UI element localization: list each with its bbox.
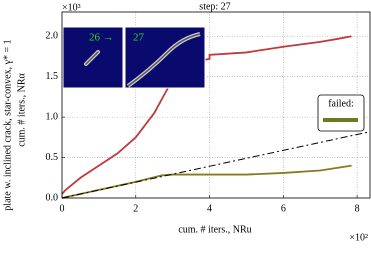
inset-label: 26 → <box>89 32 114 44</box>
y-axis-label: plate w. inclined crack, star-convex, γ*… <box>2 39 13 210</box>
y-tick-label: 2.0 <box>46 31 59 42</box>
y-tick-label: 0.5 <box>46 152 59 163</box>
x-tick-label: 6 <box>281 203 286 214</box>
chart-title: step: 27 <box>199 1 230 12</box>
x-tick-label: 8 <box>355 203 360 214</box>
x-tick-label: 4 <box>207 203 212 214</box>
y-tick-label: 1.5 <box>46 71 59 82</box>
x-multiplier: ×10² <box>349 232 368 243</box>
y-tick-label: 1.0 <box>46 111 59 122</box>
plot-frame <box>61 11 371 199</box>
inset-crack <box>85 51 99 65</box>
legend-title: failed: <box>328 98 354 109</box>
x-tick-label: 0 <box>60 203 65 214</box>
inset: 26 → 27 <box>62 26 206 89</box>
x-axis-label: cum. # iters., NRu <box>178 224 251 235</box>
inset-label: 27 <box>133 32 145 44</box>
y-multiplier: ×10³ <box>62 2 81 13</box>
y-axis-label: cum. # iters., NRα <box>16 72 27 146</box>
legend: failed: <box>317 94 365 132</box>
x-tick-label: 2 <box>133 203 138 214</box>
inset-crack <box>127 33 201 87</box>
y-tick-label: 0.0 <box>46 192 59 203</box>
